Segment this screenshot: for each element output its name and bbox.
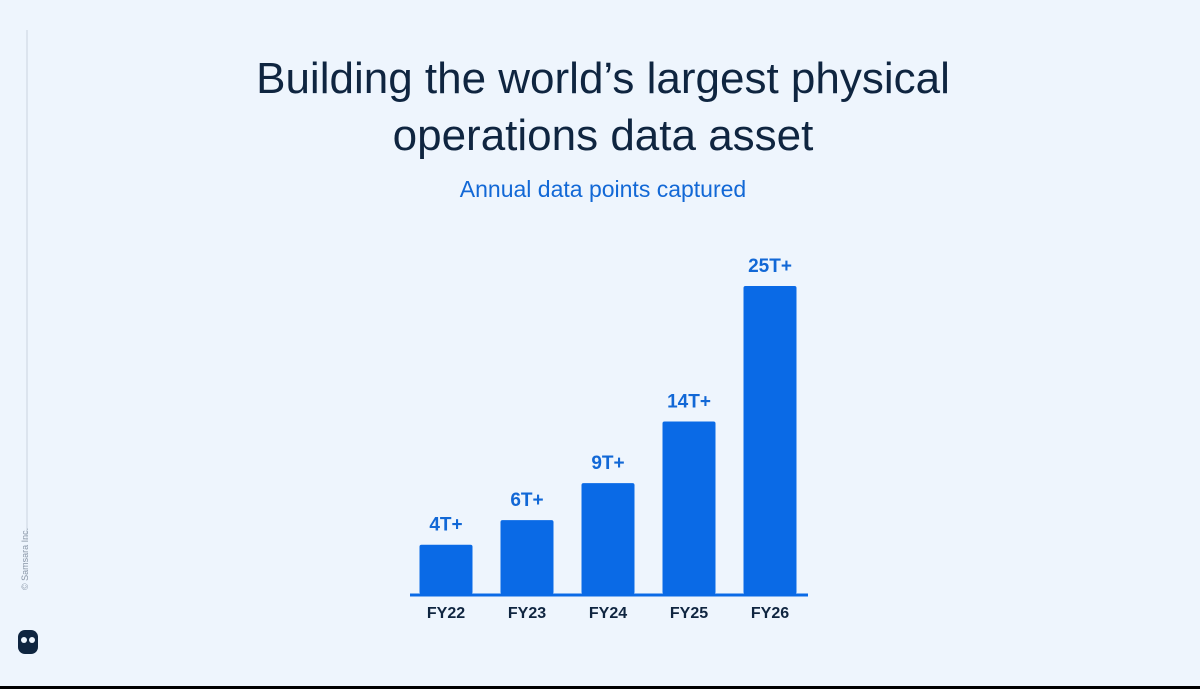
chart-title: Building the world’s largest physical op…: [256, 54, 950, 160]
x-tick-label: FY25: [670, 605, 708, 622]
bar: [419, 544, 473, 594]
bar: [500, 520, 554, 594]
value-label: 9T+: [591, 453, 624, 474]
x-tick-label: FY24: [589, 605, 627, 622]
value-label: 25T+: [748, 256, 792, 277]
x-tick-label: FY22: [427, 605, 465, 622]
value-label: 6T+: [510, 490, 543, 511]
value-label: 14T+: [667, 392, 711, 413]
bar: [581, 483, 635, 594]
copyright: © Samsara Inc.: [20, 527, 30, 590]
logo: [18, 630, 38, 654]
value-label: 4T+: [429, 515, 462, 536]
x-tick-label: FY26: [751, 605, 789, 622]
bar: [662, 421, 716, 594]
bar: [743, 286, 797, 594]
bottom-bar: [0, 686, 1200, 689]
x-tick-label: FY23: [508, 605, 546, 622]
chart-subtitle: Annual data points captured: [459, 176, 747, 202]
